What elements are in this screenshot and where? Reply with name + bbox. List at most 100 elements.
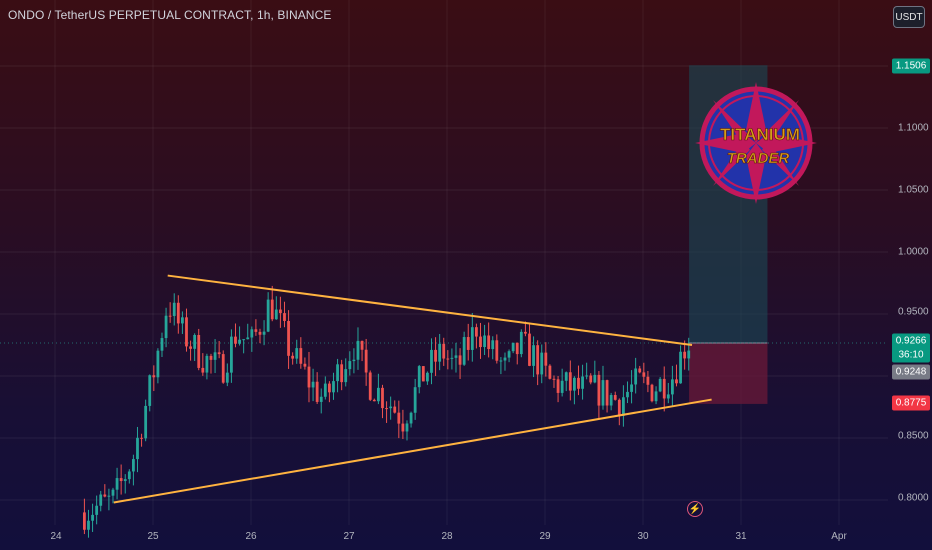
candle	[283, 313, 286, 321]
x-tick-label: 29	[539, 531, 551, 542]
candle	[638, 368, 642, 373]
candle	[564, 372, 568, 381]
candle	[446, 358, 450, 360]
candle	[548, 365, 552, 379]
y-tick-label: 1.0000	[898, 246, 929, 258]
x-tick-label: 28	[441, 531, 453, 542]
stop-price-label: 0.8775	[892, 395, 930, 411]
trendline-lower	[113, 398, 712, 504]
candle	[270, 299, 274, 320]
candle	[540, 352, 544, 375]
candle	[507, 351, 511, 358]
candle	[511, 342, 515, 352]
candle	[234, 336, 237, 344]
trendlines	[113, 274, 712, 504]
candle	[519, 331, 523, 355]
candle	[140, 437, 143, 439]
candle	[213, 352, 217, 360]
currency-button[interactable]: USDT	[893, 6, 925, 28]
candle	[303, 363, 307, 367]
logo-line2: TRADER	[727, 150, 790, 167]
candle	[319, 396, 323, 402]
candle	[368, 372, 372, 400]
candle	[524, 331, 527, 334]
candle	[605, 380, 609, 406]
entry-price-label: 0.9248	[892, 364, 930, 380]
candle	[315, 381, 319, 402]
candle	[475, 327, 478, 337]
candle	[225, 372, 229, 383]
candle	[438, 343, 442, 362]
candle	[103, 494, 107, 497]
candle	[536, 345, 540, 375]
candle	[377, 387, 380, 402]
candle	[622, 397, 625, 416]
candle	[111, 489, 115, 496]
y-tick-label: 0.8500	[898, 430, 929, 442]
candle	[340, 364, 344, 383]
candle	[193, 334, 197, 349]
lightning-icon[interactable]: ⚡	[687, 501, 703, 517]
last-price-label: 0.9266	[892, 333, 930, 349]
candle	[87, 520, 90, 530]
candle	[107, 495, 111, 497]
candle	[495, 340, 499, 361]
y-tick-label: 0.9500	[898, 306, 929, 318]
candle	[364, 349, 368, 373]
candle	[556, 379, 560, 393]
candle	[328, 383, 331, 393]
candle	[168, 315, 172, 317]
candle	[160, 338, 164, 351]
candle	[95, 505, 99, 515]
candle	[654, 391, 658, 402]
y-tick-label: 0.8000	[898, 492, 929, 504]
candle	[405, 423, 409, 432]
candle	[421, 366, 425, 382]
candle	[372, 399, 376, 402]
candle	[397, 412, 401, 424]
candle	[454, 355, 458, 358]
chart-grid	[0, 0, 888, 525]
candle	[136, 437, 139, 460]
candle	[671, 379, 674, 395]
candle	[499, 360, 503, 362]
candle	[123, 479, 127, 482]
candle	[646, 376, 650, 385]
candle	[479, 336, 482, 348]
candle	[577, 377, 580, 389]
candle	[675, 379, 678, 384]
candle	[658, 378, 662, 392]
candle	[299, 348, 303, 364]
candle	[205, 355, 209, 373]
x-tick-label: 31	[735, 531, 747, 542]
symbol-title: ONDO / TetherUS PERPETUAL CONTRACT, 1h, …	[8, 8, 332, 22]
candle	[630, 384, 633, 392]
candle	[217, 352, 221, 355]
candle	[650, 384, 654, 402]
candle	[91, 514, 94, 521]
candle	[552, 378, 556, 380]
candle	[258, 331, 262, 335]
titanium-trader-logo: TITANIUM TRADER	[695, 82, 817, 204]
candle	[164, 315, 168, 339]
candle	[246, 337, 250, 340]
candle	[462, 337, 466, 365]
candle	[581, 376, 584, 389]
candle	[532, 345, 535, 366]
candle	[679, 351, 682, 384]
candle	[181, 317, 184, 324]
trendline-upper	[167, 274, 693, 346]
candle	[593, 374, 597, 383]
candle	[274, 309, 278, 320]
candle	[307, 366, 311, 388]
candle	[99, 494, 103, 506]
candle	[413, 387, 417, 413]
candle	[336, 364, 339, 382]
candle	[360, 340, 364, 350]
candle	[515, 342, 519, 355]
candle	[344, 369, 348, 383]
candle	[279, 309, 282, 314]
candle	[470, 327, 474, 350]
candle	[503, 357, 507, 361]
